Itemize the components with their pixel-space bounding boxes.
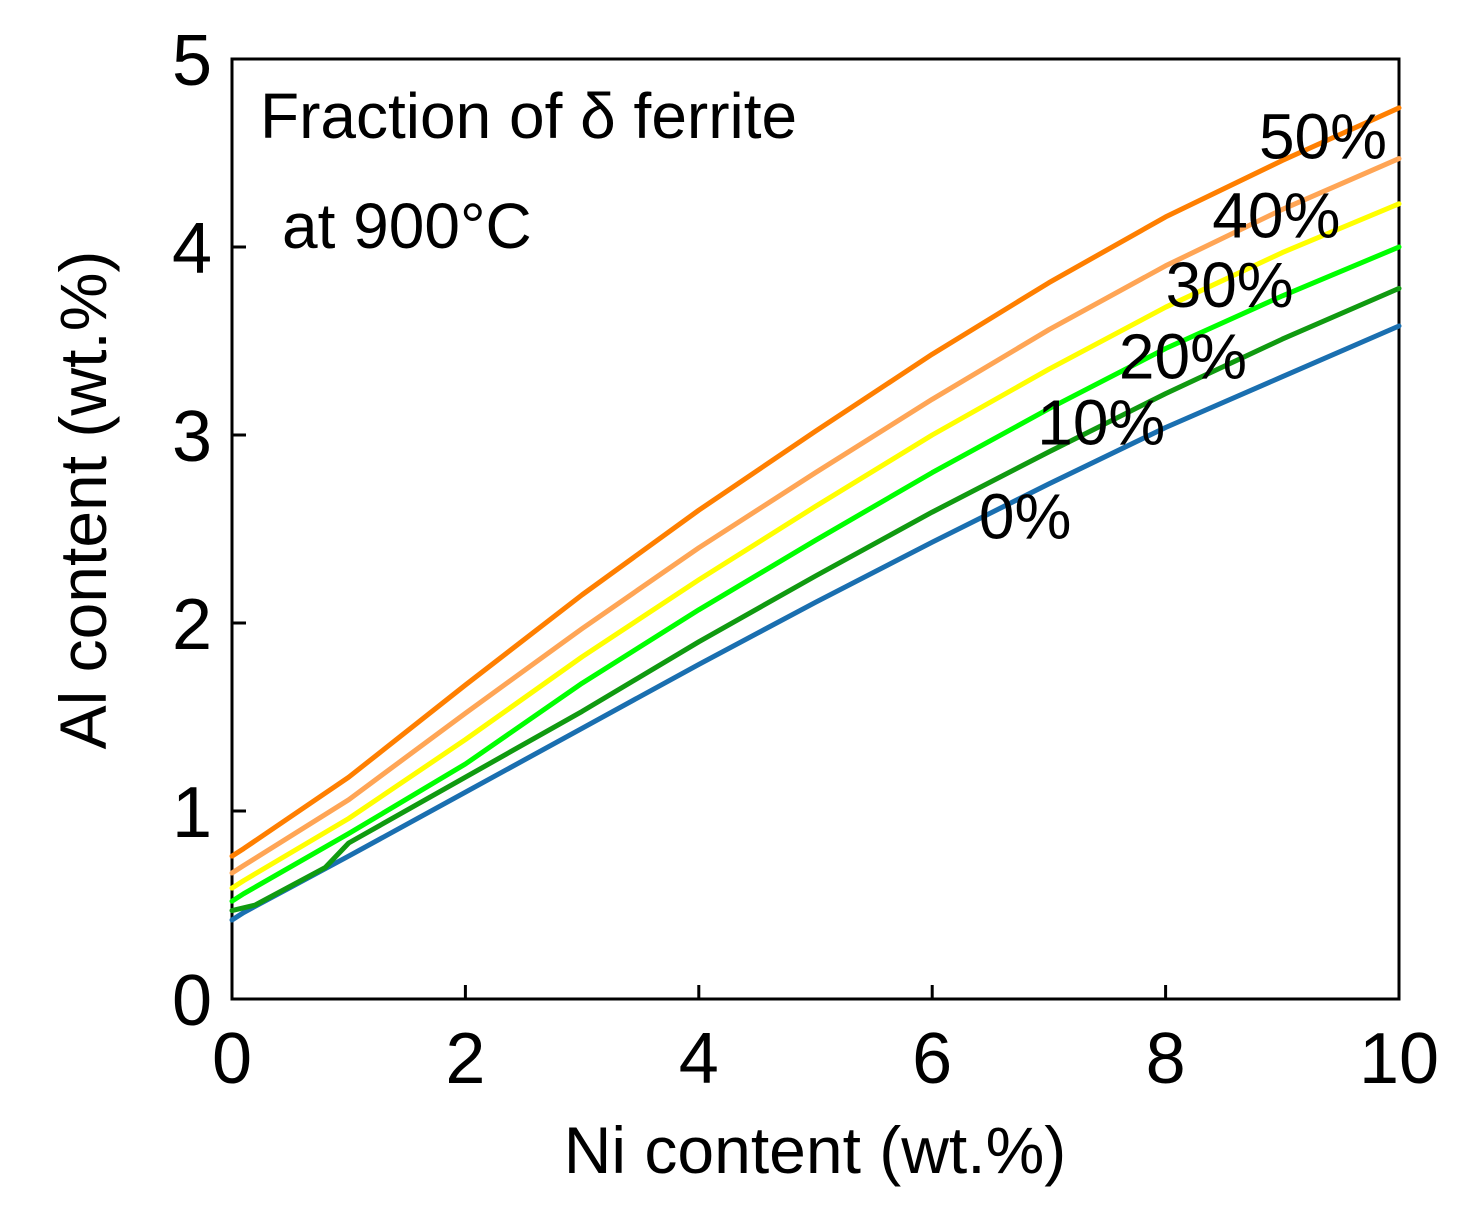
x-tick-label: 0 <box>212 1019 252 1099</box>
series-label-30pct: 30% <box>1166 249 1294 321</box>
series-label-40pct: 40% <box>1212 180 1340 252</box>
series-line-10pct <box>229 285 1402 914</box>
series-label-0pct: 0% <box>979 480 1072 552</box>
y-tick-label: 3 <box>172 397 212 477</box>
x-axis: 0 2 4 6 8 10 <box>212 985 1439 1099</box>
y-tick-label: 4 <box>172 209 212 289</box>
y-tick-label: 5 <box>172 21 212 101</box>
annotation-line-1: Fraction of δ ferrite <box>260 80 797 152</box>
x-axis-title: Ni content (wt.%) <box>564 1113 1066 1187</box>
y-axis: 0 1 2 3 4 5 <box>172 21 246 1041</box>
y-axis-title: Al content (wt.%) <box>46 251 120 750</box>
y-tick-label: 0 <box>172 961 212 1041</box>
series-lines <box>229 105 1402 923</box>
x-tick-label: 2 <box>445 1019 485 1099</box>
y-tick-label: 1 <box>172 773 212 853</box>
series-label-10pct: 10% <box>1037 386 1165 458</box>
plot-frame <box>230 57 1401 1001</box>
x-tick-label: 10 <box>1359 1019 1439 1099</box>
series-label-20pct: 20% <box>1119 321 1247 393</box>
series-line-50pct <box>229 105 1402 859</box>
y-tick-label: 2 <box>172 585 212 665</box>
x-tick-label: 8 <box>1146 1019 1186 1099</box>
annotation-line-2: at 900°C <box>282 190 532 262</box>
x-tick-label: 6 <box>912 1019 952 1099</box>
series-line-40pct <box>229 156 1402 876</box>
series-line-0pct <box>229 323 1402 923</box>
x-tick-label: 4 <box>679 1019 719 1099</box>
series-line-30pct <box>229 201 1402 891</box>
series-labels: 0% 10%20%30%40%50% <box>979 101 1387 553</box>
series-label-50pct: 50% <box>1259 101 1387 173</box>
series-line-20pct <box>229 244 1402 904</box>
